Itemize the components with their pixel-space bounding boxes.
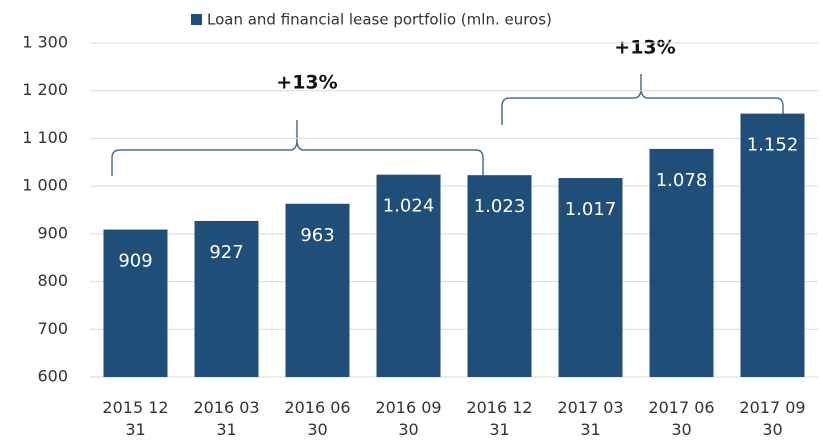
brace xyxy=(501,74,784,125)
bar xyxy=(376,174,441,377)
x-tick-label-box: 2016 06 30 xyxy=(284,398,351,439)
y-tick-label: 600 xyxy=(37,367,68,386)
value-label: 1.023 xyxy=(474,196,526,217)
value-label: 1.152 xyxy=(747,135,799,156)
y-tick-label: 900 xyxy=(37,223,68,242)
legend-swatch xyxy=(191,14,202,25)
x-tick-label-box: 2017 06 30 xyxy=(648,398,715,439)
annotation: +13% xyxy=(276,72,337,94)
x-tick-label: 2016 09 30 xyxy=(375,398,442,439)
value-label: 1.078 xyxy=(656,170,708,191)
y-tick-label: 1 000 xyxy=(22,176,68,195)
x-tick-label: 2015 12 31 xyxy=(102,398,169,439)
y-tick-label: 800 xyxy=(37,271,68,290)
bar xyxy=(558,178,623,377)
legend: Loan and financial lease portfolio (mln.… xyxy=(191,11,552,29)
x-tick-label-box: 2017 09 30 xyxy=(739,398,806,439)
annotation: +13% xyxy=(614,37,675,59)
x-tick-label-box: 2015 12 31 xyxy=(102,398,169,439)
x-tick-label: 2017 03 31 xyxy=(557,398,624,439)
x-tick-label: 2016 12 31 xyxy=(466,398,533,439)
value-label: 927 xyxy=(209,242,243,263)
y-tick-label: 700 xyxy=(37,319,68,338)
bar xyxy=(740,113,805,378)
value-label: 909 xyxy=(118,251,152,272)
x-tick-label-box: 2017 03 31 xyxy=(557,398,624,439)
value-label: 963 xyxy=(300,225,334,246)
bar xyxy=(467,175,532,377)
bar xyxy=(103,229,168,377)
x-tick-label: 2016 06 30 xyxy=(284,398,351,439)
bar xyxy=(649,148,714,377)
y-tick-label: 1 200 xyxy=(22,80,68,99)
y-tick-label: 1 100 xyxy=(22,128,68,147)
x-tick-label: 2017 09 30 xyxy=(739,398,806,439)
x-tick-label: 2017 06 30 xyxy=(648,398,715,439)
x-tick-label-box: 2016 09 30 xyxy=(375,398,442,439)
legend-label: Loan and financial lease portfolio (mln.… xyxy=(207,11,552,29)
x-tick-label: 2016 03 31 xyxy=(193,398,260,439)
x-tick-label-box: 2016 03 31 xyxy=(193,398,260,439)
brace xyxy=(111,120,484,176)
y-tick-label: 1 300 xyxy=(22,33,68,52)
bar xyxy=(194,220,259,377)
value-label: 1.024 xyxy=(383,196,435,217)
bar xyxy=(285,203,350,377)
braces xyxy=(111,74,784,176)
x-tick-label-box: 2016 12 31 xyxy=(466,398,533,439)
value-label: 1.017 xyxy=(565,199,617,220)
